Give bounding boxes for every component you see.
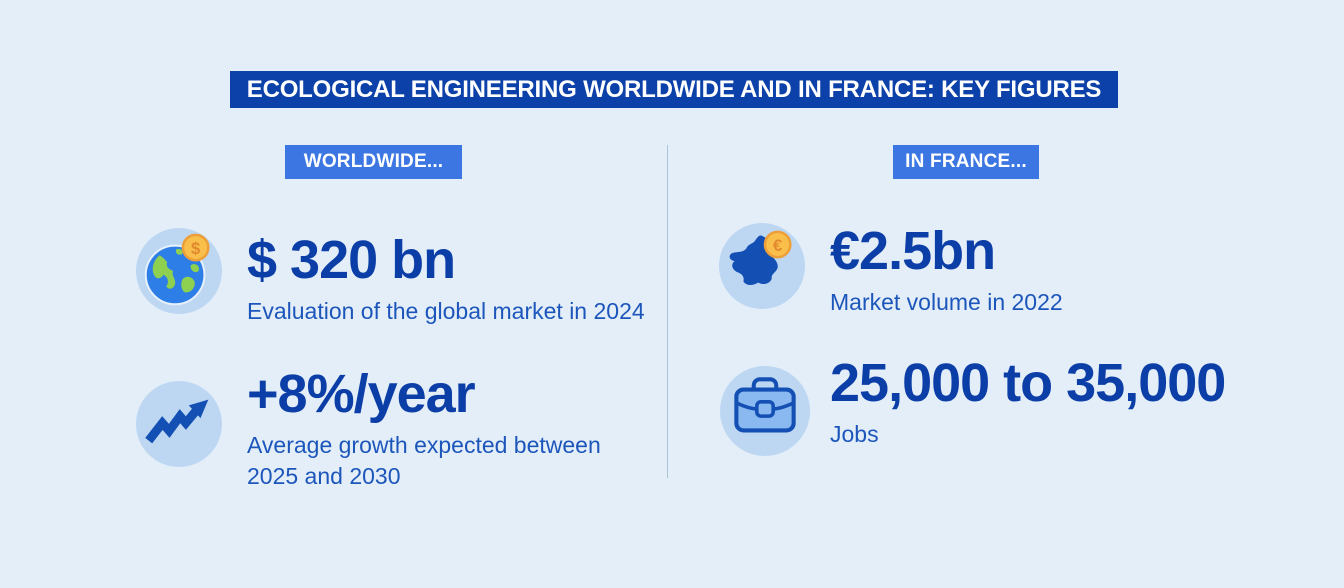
france-market-label: Market volume in 2022 bbox=[830, 289, 1063, 315]
column-divider bbox=[667, 145, 668, 478]
growth-arrowhead bbox=[188, 399, 209, 419]
globe-land-americas bbox=[152, 255, 176, 289]
worldwide-growth-value: +8%/year bbox=[247, 364, 476, 424]
globe-dollar-icon: $ bbox=[136, 228, 222, 314]
france-jobs-label: Jobs bbox=[830, 421, 879, 447]
dollar-coin-icon bbox=[181, 233, 210, 262]
worldwide-section-badge: WORLDWIDE... bbox=[285, 145, 462, 179]
globe-land-africa bbox=[181, 276, 195, 293]
euro-coin-icon bbox=[763, 230, 792, 259]
worldwide-market-value: $ 320 bn bbox=[247, 230, 456, 290]
dollar-coin-symbol: $ bbox=[191, 239, 200, 258]
france-market-value: €2.5bn bbox=[830, 221, 996, 281]
france-stat-jobs: 25,000 to 35,000 Jobs bbox=[830, 356, 1270, 450]
france-badge-label: IN FRANCE... bbox=[905, 151, 1027, 172]
page-title: ECOLOGICAL ENGINEERING WORLDWIDE AND IN … bbox=[246, 75, 1102, 103]
growth-arrow-icon bbox=[136, 381, 222, 467]
france-map-euro-icon: € bbox=[719, 223, 805, 309]
title-banner: ECOLOGICAL ENGINEERING WORLDWIDE AND IN … bbox=[230, 71, 1118, 108]
globe-land-europe bbox=[175, 248, 183, 255]
france-section-badge: IN FRANCE... bbox=[893, 145, 1039, 179]
briefcase-icon bbox=[720, 366, 810, 456]
france-jobs-value: 25,000 to 35,000 bbox=[830, 353, 1226, 413]
worldwide-growth-label: Average growth expected between 2025 and… bbox=[247, 432, 601, 489]
worldwide-stat-growth: +8%/year Average growth expected between… bbox=[247, 367, 617, 492]
globe-land-asia bbox=[190, 264, 199, 273]
briefcase-clasp bbox=[755, 400, 775, 418]
euro-coin-symbol: € bbox=[773, 236, 782, 255]
worldwide-market-label: Evaluation of the global market in 2024 bbox=[247, 298, 645, 324]
worldwide-badge-label: WORLDWIDE... bbox=[303, 151, 444, 172]
worldwide-stat-market: $ 320 bn Evaluation of the global market… bbox=[247, 233, 677, 327]
france-stat-market: €2.5bn Market volume in 2022 bbox=[830, 224, 1250, 318]
growth-zigzag-line bbox=[145, 408, 199, 444]
